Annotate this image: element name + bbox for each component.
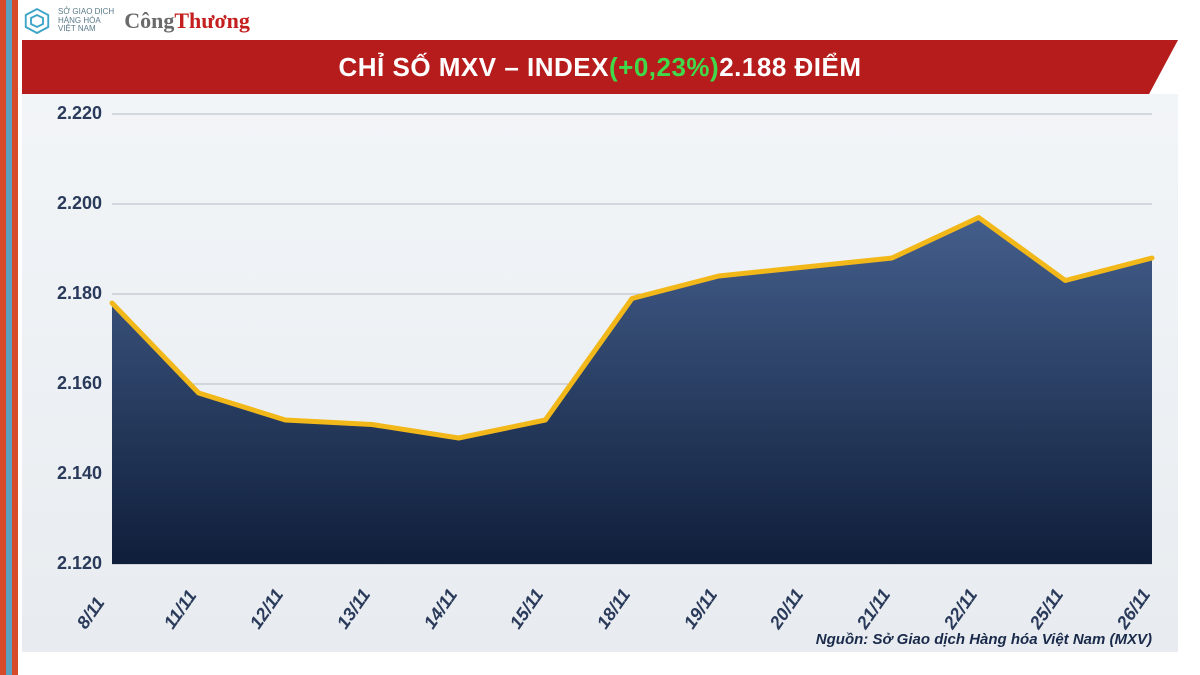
y-axis-label: 2.140 — [42, 463, 102, 484]
y-axis-label: 2.180 — [42, 283, 102, 304]
y-axis-label: 2.120 — [42, 553, 102, 574]
left-accent-stripes — [0, 0, 18, 675]
y-axis-label: 2.160 — [42, 373, 102, 394]
mxv-text-line3: VIỆT NAM — [58, 25, 114, 34]
header-logos: SỞ GIAO DỊCH HÀNG HÓA VIỆT NAM CôngThươn… — [22, 4, 250, 38]
mxv-logo: SỞ GIAO DỊCH HÀNG HÓA VIỆT NAM — [22, 6, 114, 36]
mxv-logo-icon — [22, 6, 52, 36]
banner-pct: (+0,23%) — [609, 52, 719, 83]
y-axis-label: 2.200 — [42, 193, 102, 214]
banner-text-post: 2.188 ĐIỂM — [719, 52, 861, 83]
congthuong-logo: CôngThương — [124, 8, 250, 34]
ct-part2: Thương — [174, 8, 250, 33]
banner-text-pre: CHỈ SỐ MXV – INDEX — [338, 52, 609, 83]
y-axis-label: 2.220 — [42, 103, 102, 124]
chart-container: 2.1202.1402.1602.1802.2002.220 8/1111/11… — [22, 94, 1178, 652]
area-chart — [22, 94, 1178, 652]
source-attribution: Nguồn: Sở Giao dịch Hàng hóa Việt Nam (M… — [816, 631, 1152, 648]
ct-part1: Công — [124, 8, 174, 33]
title-banner: CHỈ SỐ MXV – INDEX (+0,23%) 2.188 ĐIỂM — [22, 40, 1178, 94]
